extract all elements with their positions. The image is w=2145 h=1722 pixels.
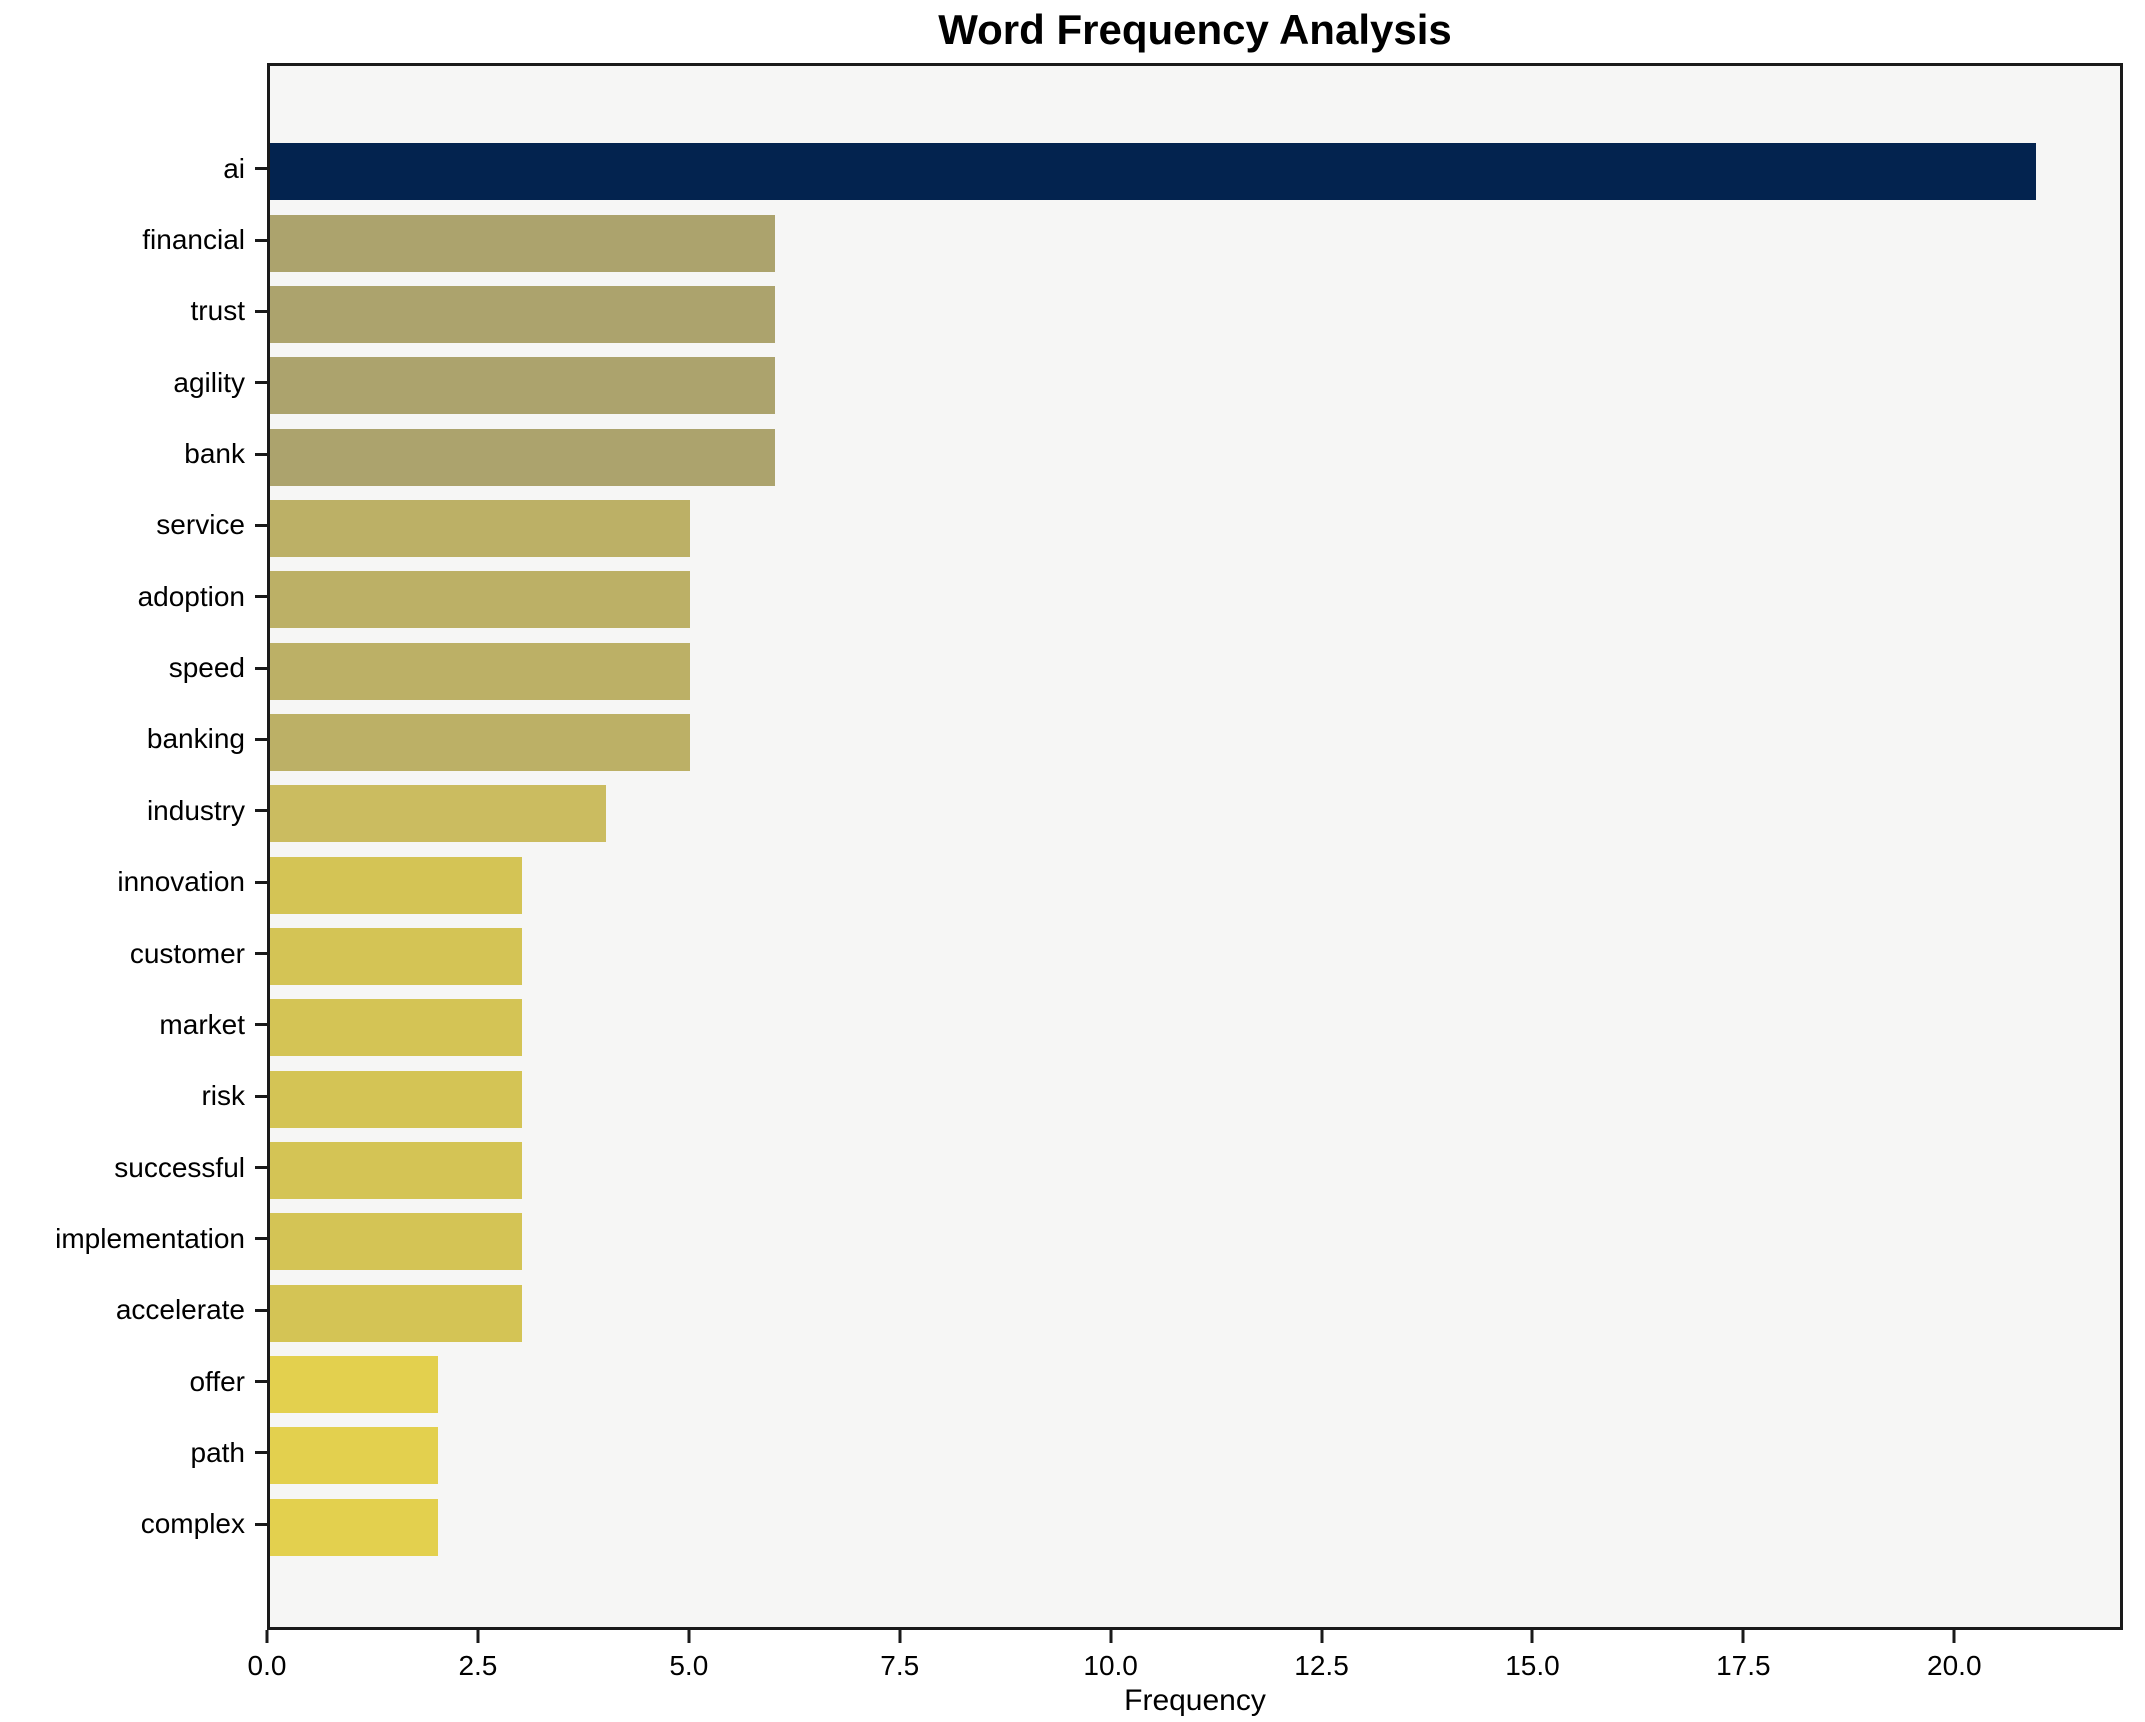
y-tick-mark xyxy=(255,880,267,884)
x-tick-mark xyxy=(265,1630,269,1643)
y-tick-mark xyxy=(255,1380,267,1384)
y-tick-mark xyxy=(255,809,267,813)
bar-accelerate xyxy=(270,1284,523,1342)
y-axis: ai financial trust agility bank service adopti… xyxy=(0,63,267,1630)
y-tick-label-customer: customer xyxy=(129,937,245,969)
bar-adoption xyxy=(270,571,691,629)
x-tick-mark xyxy=(898,1630,902,1643)
x-tick-mark xyxy=(1530,1630,1534,1643)
y-tick-mark xyxy=(255,1237,267,1241)
y-tick-mark xyxy=(255,1522,267,1526)
y-tick-mark xyxy=(255,1166,267,1170)
x-tick-label-10.0: 10.0 xyxy=(1083,1650,1138,1681)
y-tick-label-market: market xyxy=(159,1008,245,1040)
x-tick-label-0.0: 0.0 xyxy=(247,1650,287,1681)
bar-ai xyxy=(270,143,2036,201)
y-tick-mark xyxy=(255,309,267,313)
x-tick-label-7.5: 7.5 xyxy=(880,1650,920,1681)
y-tick-label-speed: speed xyxy=(168,652,245,684)
y-tick-mark xyxy=(255,666,267,670)
y-tick-mark xyxy=(255,737,267,741)
y-tick-label-successful: successful xyxy=(114,1151,245,1183)
bar-service xyxy=(270,499,691,557)
bar-offer xyxy=(270,1356,439,1414)
y-tick-label-adoption: adoption xyxy=(137,580,245,612)
y-tick-label-financial: financial xyxy=(142,224,245,256)
bar-market xyxy=(270,999,523,1057)
y-tick-mark xyxy=(255,452,267,456)
x-tick-mark xyxy=(1109,1630,1113,1643)
chart-title: Word Frequency Analysis xyxy=(938,6,1452,53)
bar-agility xyxy=(270,357,775,415)
y-tick-mark xyxy=(255,381,267,385)
x-axis: 0.0 2.5 5.0 7.5 10.0 12.5 15.0 17.5 20.0 xyxy=(248,1630,2123,1722)
bar-innovation xyxy=(270,856,523,914)
x-tick-label-2.5: 2.5 xyxy=(458,1650,498,1681)
y-tick-label-complex: complex xyxy=(140,1508,245,1540)
y-tick-mark xyxy=(255,238,267,242)
bar-industry xyxy=(270,785,607,843)
plot-area xyxy=(267,63,2123,1630)
y-tick-mark xyxy=(255,1451,267,1455)
y-tick-mark xyxy=(255,523,267,527)
x-tick-mark xyxy=(687,1630,691,1643)
y-tick-label-path: path xyxy=(190,1436,246,1468)
x-tick-label-17.5: 17.5 xyxy=(1716,1650,1771,1681)
y-tick-label-offer: offer xyxy=(189,1365,245,1397)
y-tick-label-ai: ai xyxy=(223,152,245,184)
x-tick-label-12.5: 12.5 xyxy=(1294,1650,1349,1681)
bar-bank xyxy=(270,428,775,486)
y-tick-mark xyxy=(255,1023,267,1027)
bar-implementation xyxy=(270,1213,523,1271)
x-axis-label: Frequency xyxy=(1124,1684,1266,1717)
y-tick-label-agility: agility xyxy=(173,366,245,398)
bar-speed xyxy=(270,642,691,700)
x-tick-label-15.0: 15.0 xyxy=(1505,1650,1560,1681)
bar-risk xyxy=(270,1070,523,1128)
bar-financial xyxy=(270,214,775,272)
y-tick-label-implementation: implementation xyxy=(55,1222,245,1254)
y-tick-label-industry: industry xyxy=(146,794,245,826)
y-tick-label-innovation: innovation xyxy=(117,866,245,898)
y-tick-label-service: service xyxy=(156,509,245,541)
y-tick-label-trust: trust xyxy=(190,295,245,327)
x-tick-label-20.0: 20.0 xyxy=(1927,1650,1982,1681)
y-tick-label-risk: risk xyxy=(201,1080,245,1112)
y-tick-mark xyxy=(255,595,267,599)
bar-customer xyxy=(270,928,523,986)
x-tick-mark xyxy=(1741,1630,1745,1643)
x-tick-mark xyxy=(476,1630,480,1643)
bar-path xyxy=(270,1427,439,1485)
y-tick-label-banking: banking xyxy=(146,723,245,755)
y-tick-label-bank: bank xyxy=(184,438,245,470)
bar-trust xyxy=(270,285,775,343)
bar-banking xyxy=(270,713,691,771)
y-tick-mark xyxy=(255,167,267,171)
bar-complex xyxy=(270,1498,439,1556)
y-tick-mark xyxy=(255,1308,267,1312)
y-tick-label-accelerate: accelerate xyxy=(115,1294,245,1326)
y-tick-mark xyxy=(255,1094,267,1098)
x-tick-label-5.0: 5.0 xyxy=(669,1650,709,1681)
x-tick-mark xyxy=(1320,1630,1324,1643)
y-tick-mark xyxy=(255,952,267,956)
x-tick-mark xyxy=(1952,1630,1956,1643)
bar-successful xyxy=(270,1142,523,1200)
